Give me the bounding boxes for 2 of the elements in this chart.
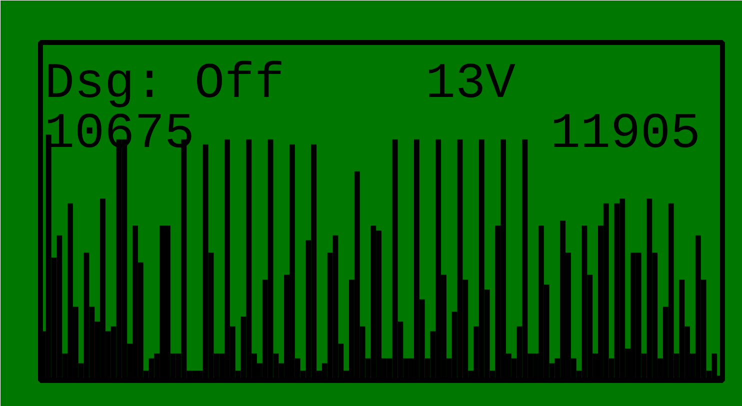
text: 13V — [426, 56, 516, 113]
annotation: 11905 — [550, 106, 701, 163]
